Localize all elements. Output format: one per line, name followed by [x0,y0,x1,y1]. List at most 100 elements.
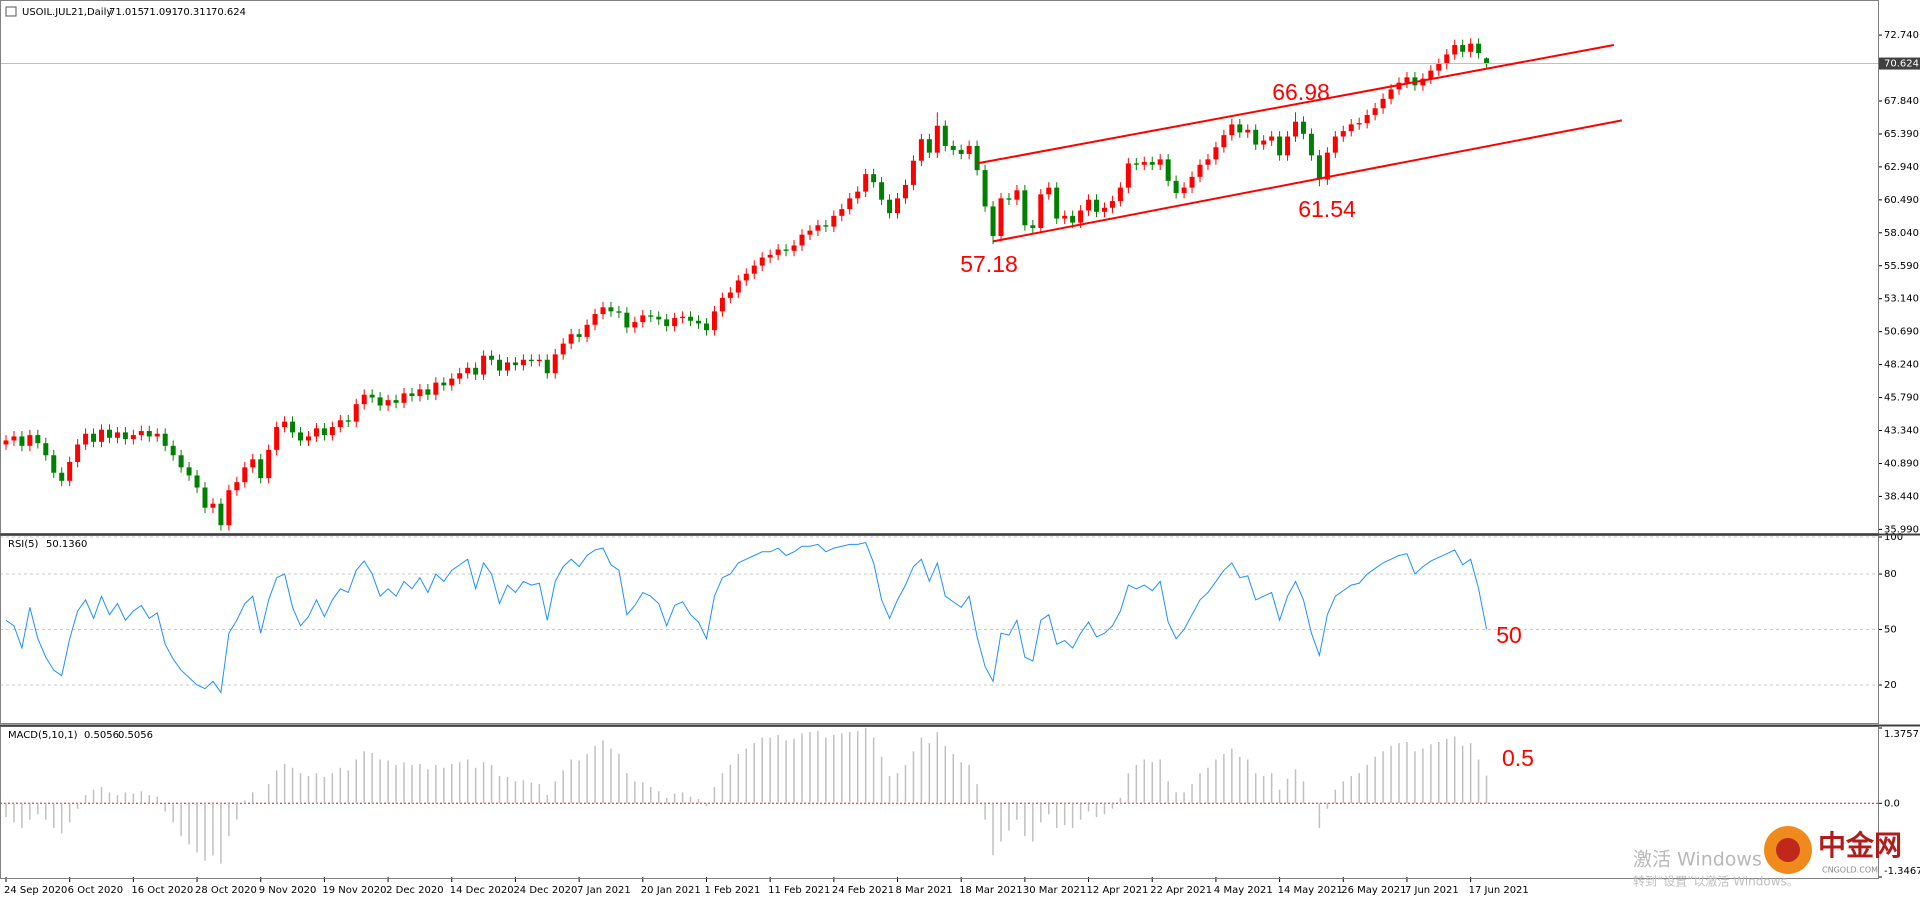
x-tick-label: 11 Feb 2021 [768,885,830,896]
candle-body [1157,159,1163,165]
activation-hint: 转到“设置”以激活 Windows。 [1633,874,1799,889]
candle-body [767,254,773,258]
candle-body [345,420,351,422]
candle-body [1436,63,1442,71]
y-tick-label: 0.0 [1884,798,1900,809]
y-tick-label: 65.390 [1884,129,1919,140]
candle-body [497,359,503,371]
candle-body [1022,190,1028,226]
channel-line [992,119,1623,243]
candle-body [1452,45,1458,55]
candle-body [974,145,980,171]
candle-body [138,431,144,436]
candle-body [648,315,654,317]
candle-body [298,432,304,441]
candle-body [504,362,510,371]
logo-text: 中金网 [1818,829,1902,862]
y-tick-label: 50.690 [1884,327,1919,338]
y-tick-label: 58.040 [1884,228,1919,239]
x-tick-label: 14 Dec 2020 [450,885,514,896]
candle-body [1316,155,1322,180]
candle-body [576,334,582,337]
candle-body [321,428,327,436]
candle-body [1372,108,1378,115]
candle-body [926,139,932,153]
candle-body [226,490,232,526]
candle-body [154,433,160,437]
current-price-label: 70.624 [1884,59,1919,70]
y-tick-label: 72.740 [1884,30,1919,41]
candle-body [401,393,407,403]
candle-body [1484,58,1490,64]
candle-body [1006,198,1012,200]
candle-body [122,432,128,440]
y-tick-label: 55.590 [1884,261,1919,272]
y-tick-label: 20 [1884,680,1897,691]
candle-body [1261,140,1267,145]
candle-body [807,230,813,235]
candle-body [950,145,956,150]
candle-body [640,315,646,323]
candle-body [600,307,606,315]
candle-body [27,435,33,446]
price-annotation: 66.98 [1272,79,1330,105]
candle-body [1038,194,1044,228]
candle-body [839,209,845,216]
candle-body [67,461,73,481]
candle-body [608,307,614,312]
candle-body [584,324,590,337]
candle-body [751,265,757,274]
candle-body [91,433,97,442]
candle-body [1030,225,1036,228]
y-tick-label: 45.790 [1884,393,1919,404]
panel-frames [0,0,1920,879]
candle-body [146,431,152,437]
x-tick-label: 30 Mar 2021 [1023,885,1086,896]
x-tick-label: 16 Oct 2020 [131,885,193,896]
x-tick-label: 9 Nov 2020 [259,885,317,896]
indicator-value: 0.5056 [84,730,119,741]
candle-body [958,149,964,154]
candle-body [966,145,972,154]
candle-body [1285,136,1291,156]
channel-line [976,44,1615,165]
candle-body [863,174,869,192]
candle-body [1332,136,1338,153]
y-tick-label: 60.490 [1884,195,1919,206]
candle-body [425,389,431,395]
candle-body [934,125,940,153]
candle-body [1300,121,1306,134]
candle-body [823,225,829,227]
y-tick-label: 100 [1884,532,1903,543]
candle-body [489,355,495,360]
candle-body [329,427,335,436]
candle-body [1277,136,1283,156]
candle-body [1324,152,1330,180]
candle-body [791,245,797,251]
candle-body [441,382,447,386]
candle-body [871,174,877,183]
y-tick-label: -1.3467 [1884,866,1920,877]
candle-body [902,184,908,199]
candle-body [1237,124,1243,133]
indicator-title: MACD(5,10,1) [8,730,78,741]
candle-body [552,354,558,374]
y-tick-label: 50 [1884,625,1897,636]
x-tick-label: 22 Apr 2021 [1150,885,1212,896]
candle-body [910,160,916,185]
y-tick-label: 53.140 [1884,294,1919,305]
candle-body [274,427,280,450]
candle-body [106,429,112,438]
candle-body [1213,147,1219,160]
candle-body [385,400,391,406]
activation-text: 激活 Windows [1633,849,1762,871]
candle-body [19,436,25,446]
indicator-title: RSI(5) [8,539,39,550]
candle-body [99,429,105,442]
y-tick-label: 62.940 [1884,162,1919,173]
candle-body [672,318,678,327]
candle-body [1165,159,1171,181]
candle-body [282,421,288,428]
candle-body [162,433,168,446]
